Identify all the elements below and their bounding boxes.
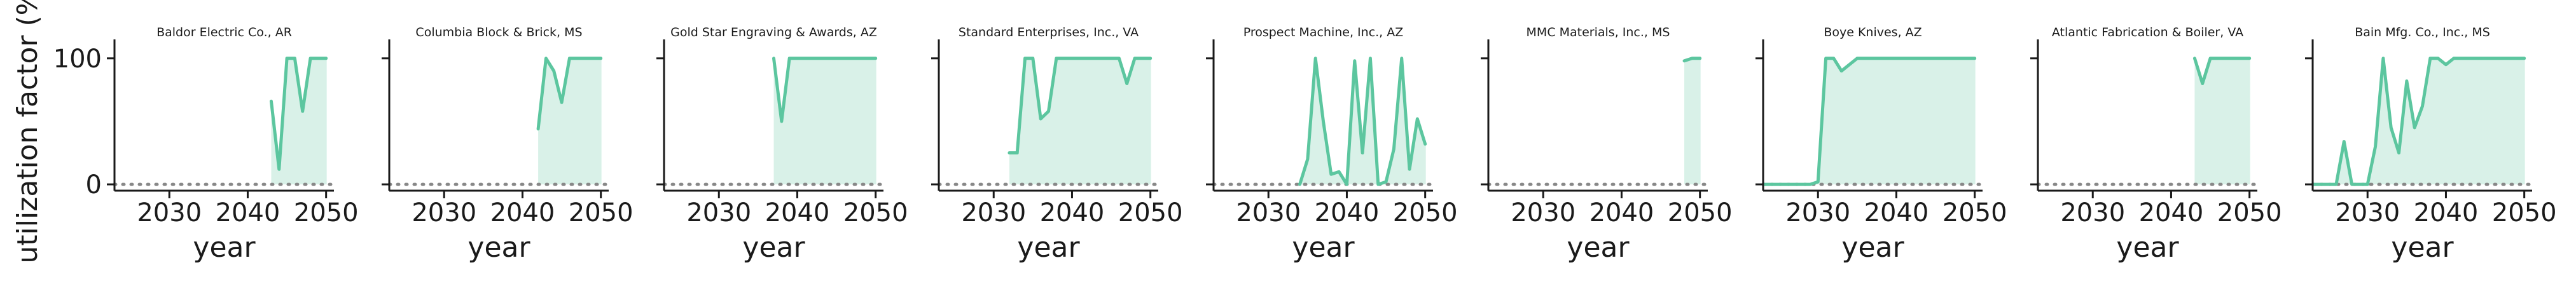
panel-2: Gold Star Engraving & Awards, AZ 2030 2040… — [656, 25, 908, 264]
panel-title: Baldor Electric Co., AR — [156, 25, 292, 39]
area-fill — [773, 58, 876, 185]
x-tick-label: 2040 — [765, 198, 830, 228]
x-tick-label: 2030 — [2335, 198, 2400, 228]
series-line — [1008, 57, 1153, 155]
x-tick-label: 2040 — [490, 198, 555, 228]
series-line — [1682, 57, 1702, 63]
x-tick-label: 2040 — [2414, 198, 2479, 228]
x-tick-label: 2030 — [2060, 198, 2125, 228]
series-line — [2192, 57, 2252, 85]
area-fill — [538, 58, 601, 185]
panel-4: Prospect Machine, Inc., AZ 2030 2040 2050 ye… — [1206, 25, 1458, 264]
panels: Baldor Electric Co., AR 0 100 2030 2040 2050 y… — [53, 25, 2557, 264]
panel-0: Baldor Electric Co., AR 0 100 2030 2040 2050 y… — [53, 25, 359, 264]
x-tick-label: 2030 — [961, 198, 1026, 228]
x-axis-label: year — [193, 231, 256, 264]
x-tick-label: 2040 — [1589, 198, 1654, 228]
panel-3: Standard Enterprises, Inc., VA 2030 2040 20… — [931, 25, 1183, 264]
x-tick-label: 2040 — [1864, 198, 1929, 228]
x-tick-label: 2040 — [1315, 198, 1380, 228]
x-tick-label: 2040 — [1040, 198, 1105, 228]
x-tick-label: 2050 — [294, 198, 359, 228]
series-line — [269, 57, 328, 171]
x-tick-label: 2050 — [1942, 198, 2007, 228]
series-line — [1298, 57, 1427, 186]
series-line — [772, 57, 878, 123]
y-tick-label: 0 — [86, 170, 102, 200]
series-line — [536, 57, 603, 131]
x-tick-label: 2050 — [843, 198, 908, 228]
y-tick-label: 100 — [53, 44, 102, 74]
x-tick-label: 2050 — [569, 198, 634, 228]
x-tick-label: 2050 — [1668, 198, 1733, 228]
x-tick-label: 2040 — [216, 198, 280, 228]
area-fill — [1009, 58, 1151, 185]
x-tick-label: 2050 — [1118, 198, 1183, 228]
x-axis-label: year — [467, 231, 530, 264]
panel-7: Atlantic Fabrication & Boiler, VA 2030 204… — [2030, 25, 2282, 264]
x-tick-label: 2030 — [137, 198, 202, 228]
panel-title: Atlantic Fabrication & Boiler, VA — [2052, 25, 2243, 39]
x-tick-label: 2040 — [2139, 198, 2204, 228]
x-axis-label: year — [2391, 231, 2454, 264]
x-axis-label: year — [1841, 231, 1904, 264]
panel-8: Bain Mfg. Co., Inc., MS 2030 2040 2050 year — [2305, 25, 2557, 264]
panel-title: Boye Knives, AZ — [1824, 25, 1922, 39]
area-fill — [2194, 58, 2250, 185]
x-tick-label: 2030 — [412, 198, 476, 228]
panel-title: Columbia Block & Brick, MS — [415, 25, 582, 39]
area-fill — [1763, 58, 1975, 185]
panel-title: Gold Star Engraving & Awards, AZ — [670, 25, 877, 39]
x-axis-label: year — [2116, 231, 2179, 264]
x-tick-label: 2030 — [1236, 198, 1301, 228]
area-fill — [1684, 58, 1700, 185]
x-axis-label: year — [1292, 231, 1355, 264]
panel-5: MMC Materials, Inc., MS 2030 2040 2050 year — [1481, 25, 1733, 264]
x-tick-label: 2030 — [686, 198, 751, 228]
panel-title: MMC Materials, Inc., MS — [1527, 25, 1670, 39]
x-tick-label: 2050 — [1393, 198, 1458, 228]
panel-title: Bain Mfg. Co., Inc., MS — [2355, 25, 2490, 39]
x-axis-label: year — [1017, 231, 1080, 264]
x-tick-label: 2030 — [1785, 198, 1850, 228]
series-line — [1761, 57, 1977, 186]
x-axis-label: year — [742, 231, 805, 264]
panel-title: Standard Enterprises, Inc., VA — [959, 25, 1139, 39]
series-line — [2311, 57, 2526, 186]
x-tick-label: 2030 — [1511, 198, 1575, 228]
panel-1: Columbia Block & Brick, MS 2030 2040 2050 ye… — [382, 25, 634, 264]
x-tick-label: 2050 — [2217, 198, 2282, 228]
panel-title: Prospect Machine, Inc., AZ — [1243, 25, 1404, 39]
x-axis-label: year — [1567, 231, 1630, 264]
y-axis-label: utilization factor (%) — [11, 0, 44, 264]
x-tick-label: 2050 — [2492, 198, 2557, 228]
panel-6: Boye Knives, AZ 2030 2040 2050 year — [1755, 25, 2007, 264]
